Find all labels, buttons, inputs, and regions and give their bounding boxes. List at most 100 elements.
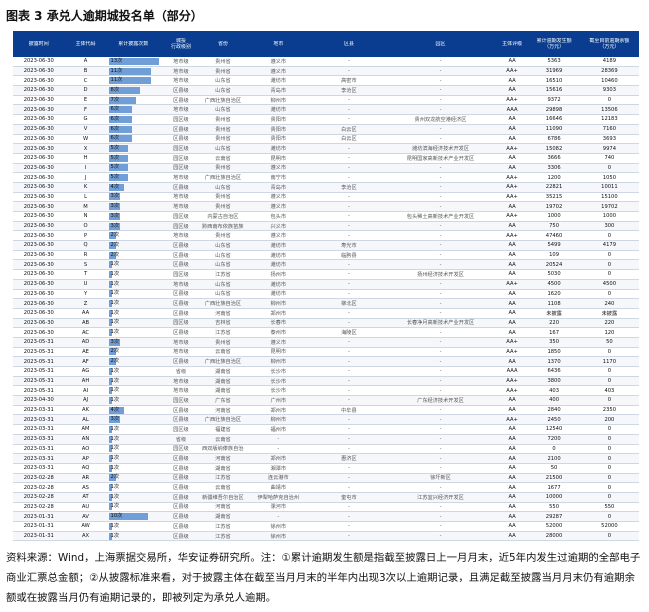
table-cell: 区县级 — [173, 456, 189, 463]
table-cell: - — [347, 106, 350, 113]
table-cell: - — [347, 290, 350, 297]
table-cell: 山东省 — [215, 107, 231, 114]
table-cell: 园区级 — [173, 320, 189, 327]
count-bar — [108, 348, 117, 356]
count-bar — [108, 367, 113, 375]
table-cell: 50 — [606, 339, 613, 346]
table-row: 2023-01-31 AV 10次 区县级 湖南省 - - - AA 29287 0 — [13, 512, 639, 522]
table-cell: 1次 — [107, 454, 160, 463]
table-cell: 1次 — [107, 435, 160, 444]
table-cell: 贵州省 — [215, 194, 231, 201]
table-cell: 0 — [552, 445, 556, 452]
table-row: 2023-05-31 AE 2次 地市级 云南省 昆明市 - - AA+ 1850 0 — [13, 348, 639, 358]
table-cell: 漯河市 — [270, 504, 287, 511]
table-cell: 徐圩新区 — [430, 475, 451, 482]
table-cell: 2023-06-30 — [23, 300, 54, 307]
table-cell: 6次 — [107, 125, 160, 134]
table-cell: AA+ — [506, 348, 518, 355]
count-bar — [108, 174, 129, 182]
table-cell: 1次 — [107, 270, 160, 279]
table-cell: 贵阳市 — [270, 126, 287, 133]
table-cell: 贵州省 — [215, 116, 231, 123]
count-label: 1次 — [110, 300, 120, 307]
table-cell: Q — [83, 242, 88, 249]
table-cell: 15616 — [545, 87, 563, 94]
table-cell: 潍坊市 — [270, 146, 287, 153]
figure-title: 图表 3 承兑人逾期城投名单（部分） — [6, 9, 203, 23]
table-cell: 2023-01-31 — [23, 523, 54, 530]
table-cell: 4179 — [602, 242, 616, 249]
table-row: 2023-06-30 I 5次 园区级 贵州省 遵义市 - - AA 3306 0 — [13, 163, 639, 174]
table-cell: 28369 — [601, 68, 618, 75]
table-cell: AA — [508, 503, 516, 510]
table-cell: 遵义市 — [270, 233, 287, 240]
table-cell: 1次 — [107, 483, 160, 492]
table-cell: 6次 — [107, 115, 160, 124]
table-row: 2023-03-31 AL 3次 区县级 广西壮族自治区 柳州市 - - AA+ 2450 200 — [13, 415, 639, 426]
table-row: 2023-06-30 M 3次 地市级 贵州省 遵义市 - - AA 19702 19702 — [13, 202, 639, 212]
table-cell: 柳北区 — [341, 301, 357, 308]
table-cell: 2023-06-30 — [23, 223, 54, 230]
table-cell: 区县级 — [173, 184, 189, 191]
count-label: 6次 — [110, 106, 120, 113]
table-cell: 地市级 — [173, 194, 189, 201]
table-cell: 1次 — [107, 493, 160, 502]
count-label: 3次 — [110, 193, 120, 200]
table-cell: AA — [508, 523, 516, 530]
table-cell: AA — [508, 319, 516, 326]
table-cell: 地市级 — [173, 378, 189, 385]
table-cell: AAA — [506, 368, 518, 375]
table-cell: 山东省 — [215, 242, 231, 249]
table-cell: 广西壮族自治区 — [204, 359, 242, 366]
table-cell: 区县级 — [173, 301, 189, 308]
table-cell: 200 — [604, 416, 615, 423]
table-cell: 白云区 — [341, 136, 357, 143]
table-cell: 403 — [604, 387, 615, 394]
count-label: 1次 — [110, 493, 120, 500]
table-cell: - — [347, 397, 350, 404]
table-cell: - — [347, 203, 350, 210]
table-cell: AA+ — [506, 416, 518, 423]
count-bar — [108, 183, 125, 191]
table-cell: 1677 — [547, 484, 561, 491]
table-cell: - — [439, 310, 442, 317]
table-cell: 9974 — [602, 145, 616, 152]
table-cell: 2次 — [107, 251, 160, 260]
count-bar — [108, 241, 117, 249]
table-cell: 园区级 — [173, 271, 189, 278]
count-bar — [108, 396, 113, 404]
count-bar — [108, 154, 129, 162]
table-cell: F — [84, 106, 88, 113]
count-label: 4次 — [110, 183, 120, 190]
table-cell: 区县级 — [173, 291, 189, 298]
table-cell: AA — [508, 533, 516, 540]
table-cell: 西双版纳傣族自治州 — [201, 446, 244, 453]
table-cell: AA — [508, 455, 516, 462]
table-cell: - — [347, 58, 350, 65]
table-cell: 7160 — [602, 126, 616, 133]
count-bar — [108, 145, 129, 153]
count-bar — [108, 406, 125, 414]
table-cell: 1次 — [107, 309, 160, 318]
table-cell: 连云港市 — [267, 475, 289, 482]
table-cell: 1370 — [547, 358, 561, 365]
table-cell: 泰州市 — [270, 330, 287, 337]
table-cell: 3次 — [107, 192, 160, 201]
table-cell: - — [439, 533, 442, 540]
table-cell: AN — [81, 436, 90, 443]
table-row: 2023-06-30 X 5次 园区级 山东省 潍坊市 - 潍坊滨海经济技术开发区 AA+ 150… — [13, 144, 639, 154]
table-cell: 2023-06-30 — [23, 193, 54, 200]
table-cell: - — [439, 87, 442, 94]
count-bar — [108, 77, 152, 85]
table-cell: - — [439, 193, 442, 200]
count-bar — [108, 261, 113, 269]
table-cell: 3次 — [107, 202, 160, 211]
table-cell: AE — [82, 348, 89, 355]
table-cell: AP — [82, 455, 89, 462]
count-bar — [108, 513, 148, 521]
table-cell: S — [83, 261, 88, 268]
table-cell: - — [347, 281, 350, 288]
table-cell: 2023-06-30 — [23, 290, 54, 297]
table-cell: W — [82, 135, 89, 142]
table-cell: 潍坊市 — [270, 107, 287, 114]
